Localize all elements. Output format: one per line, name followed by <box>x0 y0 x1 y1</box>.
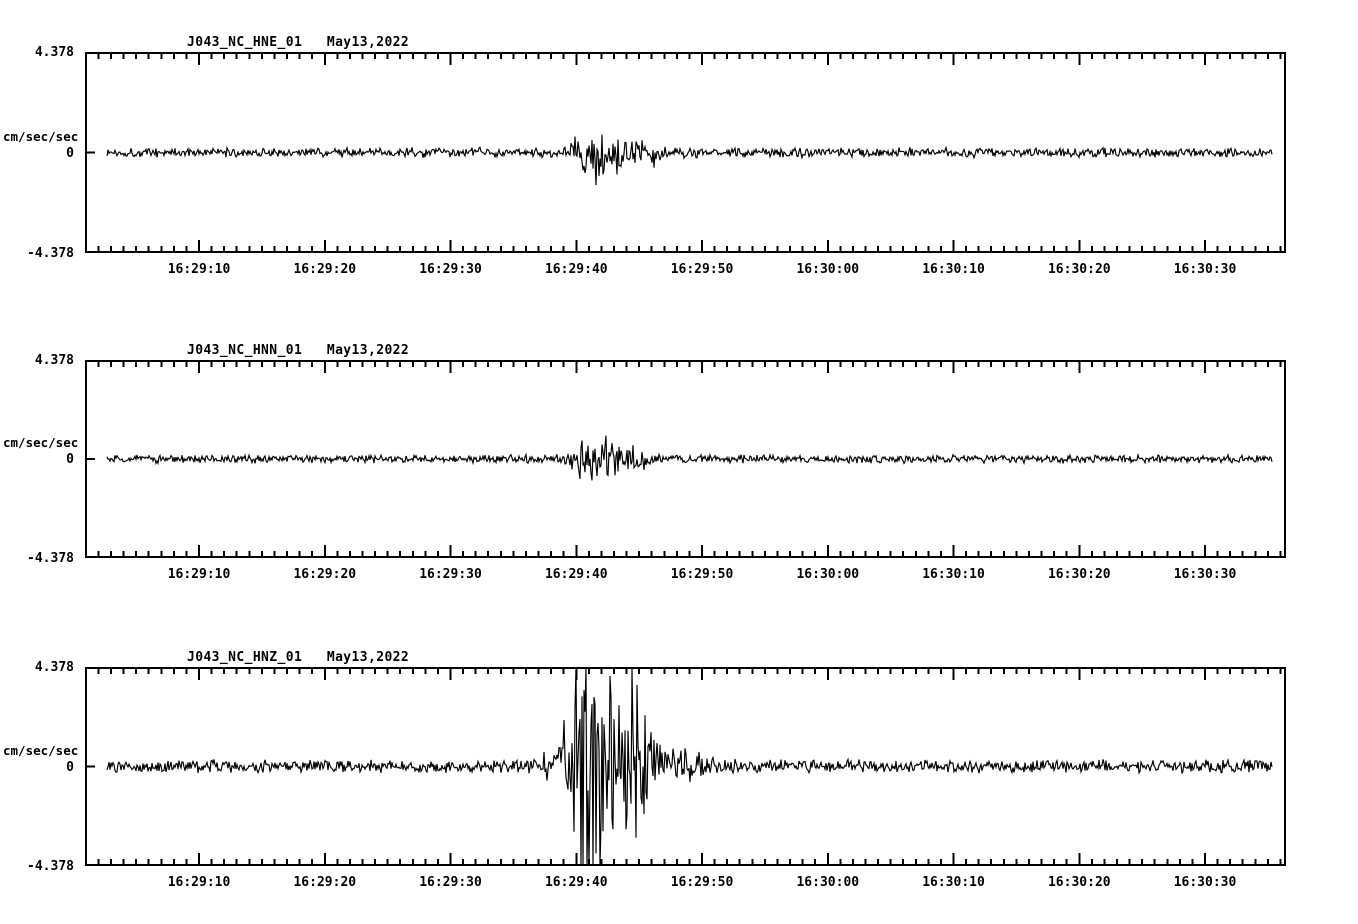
x-axis-tick-label: 16:30:10 <box>922 262 985 277</box>
x-axis-tick-label: 16:30:10 <box>922 567 985 582</box>
panel-title-hne: J043_NC_HNE_01 May13,2022 <box>187 35 410 50</box>
y-axis-min-label-hne: -4.378 <box>27 246 74 261</box>
x-axis-tick-label: 16:29:10 <box>167 567 231 582</box>
waveform-plot-hne <box>87 54 1282 251</box>
x-axis-tick-label: 16:29:50 <box>670 567 734 582</box>
x-axis-tick-label: 16:29:30 <box>419 567 482 582</box>
y-axis-zero-label-hnz: 0 <box>66 759 74 775</box>
x-axis-tick-label: 16:29:20 <box>293 875 357 890</box>
y-axis-min-label-hnn: -4.378 <box>27 551 74 566</box>
waveform-plot-hnn <box>87 362 1282 556</box>
x-axis-tick-label: 16:30:00 <box>796 262 860 277</box>
x-axis-tick-label: 16:29:50 <box>670 262 734 277</box>
x-axis-tick-label: 16:30:30 <box>1173 262 1237 277</box>
x-axis-tick-label: 16:29:20 <box>293 567 357 582</box>
waveform-trace-hnz <box>106 669 1273 864</box>
panel-title-hnn: J043_NC_HNN_01 May13,2022 <box>187 343 410 358</box>
x-axis-tick-label: 16:30:20 <box>1047 567 1111 582</box>
y-axis-zero-label-hne: 0 <box>66 145 74 161</box>
x-axis-tick-label: 16:30:00 <box>796 875 860 890</box>
waveform-trace-hnn <box>106 435 1273 481</box>
panel-title-hnz: J043_NC_HNZ_01 May13,2022 <box>187 650 410 665</box>
x-axis-tick-label: 16:29:50 <box>670 875 734 890</box>
y-axis-max-label-hnz: 4.378 <box>34 660 74 675</box>
x-axis-tick-label: 16:29:40 <box>544 262 608 277</box>
y-axis-units-label-hnn: cm/sec/sec <box>3 435 79 450</box>
x-axis-tick-label: 16:29:30 <box>419 262 482 277</box>
y-axis-units-label-hnz: cm/sec/sec <box>3 742 79 758</box>
x-axis-tick-label: 16:30:20 <box>1047 262 1111 277</box>
trace-area-hnz <box>87 669 1284 864</box>
trace-area-hne <box>87 54 1284 251</box>
x-axis-tick-label: 16:29:20 <box>293 262 357 277</box>
x-axis-tick-label: 16:30:30 <box>1173 567 1237 582</box>
x-axis-tick-label: 16:29:40 <box>544 567 608 582</box>
trace-area-hnn <box>87 362 1284 556</box>
x-axis-tick-label: 16:30:30 <box>1173 875 1237 890</box>
x-axis-tick-label: 16:30:20 <box>1047 875 1111 890</box>
x-axis-tick-label: 16:29:10 <box>167 262 231 277</box>
y-axis-zero-label-hnn: 0 <box>66 452 74 467</box>
x-axis-tick-label: 16:29:30 <box>419 875 482 890</box>
y-axis-max-label-hnn: 4.378 <box>34 353 74 368</box>
waveform-trace-hne <box>106 134 1273 186</box>
waveform-plot-hnz <box>87 669 1282 864</box>
x-axis-tick-label: 16:29:40 <box>544 875 608 890</box>
plot-frame-hne <box>85 52 1286 253</box>
x-axis-tick-label: 16:29:10 <box>167 875 231 890</box>
x-axis-tick-label: 16:30:10 <box>922 875 985 890</box>
y-axis-units-label-hne: cm/sec/sec <box>3 128 79 144</box>
plot-frame-hnn <box>85 360 1286 558</box>
x-axis-tick-label: 16:30:00 <box>796 567 860 582</box>
y-axis-min-label-hnz: -4.378 <box>27 859 74 874</box>
y-axis-max-label-hne: 4.378 <box>34 45 74 60</box>
plot-frame-hnz <box>85 667 1286 866</box>
